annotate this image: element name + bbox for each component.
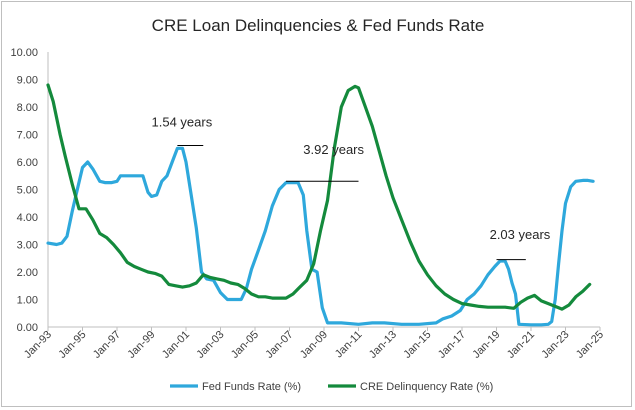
y-tick-label: 8.00: [17, 102, 38, 114]
y-axis-ticks: 0.00 1.00 2.00 3.00 4.00 5.00 6.00 7.00 8.00 9.00…: [10, 47, 38, 334]
x-tick-label: Jan-05: [229, 329, 261, 361]
x-tick-label: Jan-99: [125, 329, 157, 361]
annotation-label: 3.92 years: [303, 142, 364, 157]
x-tick-label: Jan-17: [436, 329, 468, 361]
x-tick-label: Jan-21: [505, 329, 537, 361]
annotation-label: 2.03 years: [490, 227, 551, 242]
y-tick-label: 4.00: [17, 212, 38, 224]
x-tick-label: Jan-23: [539, 329, 571, 361]
y-tick-label: 7.00: [17, 130, 38, 142]
y-tick-label: 9.00: [17, 75, 38, 87]
x-tick-label: Jan-25: [574, 329, 606, 361]
annotation-label: 1.54 years: [152, 114, 213, 129]
legend-label-cre-delinquency: CRE Delinquency Rate (%): [360, 381, 493, 393]
y-tick-label: 10.00: [10, 47, 38, 59]
y-tick-label: 0.00: [17, 322, 38, 334]
x-tick-label: Jan-19: [470, 329, 502, 361]
legend: Fed Funds Rate (%) CRE Delinquency Rate (…: [170, 381, 493, 393]
chart-title: CRE Loan Delinquencies & Fed Funds Rate: [152, 16, 485, 35]
legend-label-fed-funds: Fed Funds Rate (%): [202, 381, 301, 393]
axes: [47, 52, 600, 328]
fed-funds-rate-line: [46, 146, 595, 327]
series-layer: [46, 83, 595, 327]
y-tick-label: 2.00: [17, 267, 38, 279]
y-tick-label: 3.00: [17, 240, 38, 252]
y-tick-label: 1.00: [17, 295, 38, 307]
x-tick-label: Jan-07: [263, 329, 295, 361]
x-tick-label: Jan-11: [333, 329, 365, 361]
y-tick-label: 6.00: [17, 157, 38, 169]
x-tick-label: Jan-97: [91, 329, 123, 361]
x-tick-label: Jan-03: [194, 329, 226, 361]
x-tick-label: Jan-95: [56, 329, 88, 361]
x-axis-ticks: Jan-93 Jan-95 Jan-97 Jan-99 Jan-01 Jan-03 Jan-…: [22, 327, 606, 361]
cre-delinquency-rate-line: [46, 83, 592, 311]
x-tick-label: Jan-09: [298, 329, 330, 361]
x-tick-label: Jan-01: [160, 329, 192, 361]
annotation-layer: 1.54 years 3.92 years 2.03 years: [152, 114, 551, 261]
y-tick-label: 5.00: [17, 185, 38, 197]
x-tick-label: Jan-15: [401, 329, 433, 361]
x-tick-label: Jan-13: [367, 329, 399, 361]
